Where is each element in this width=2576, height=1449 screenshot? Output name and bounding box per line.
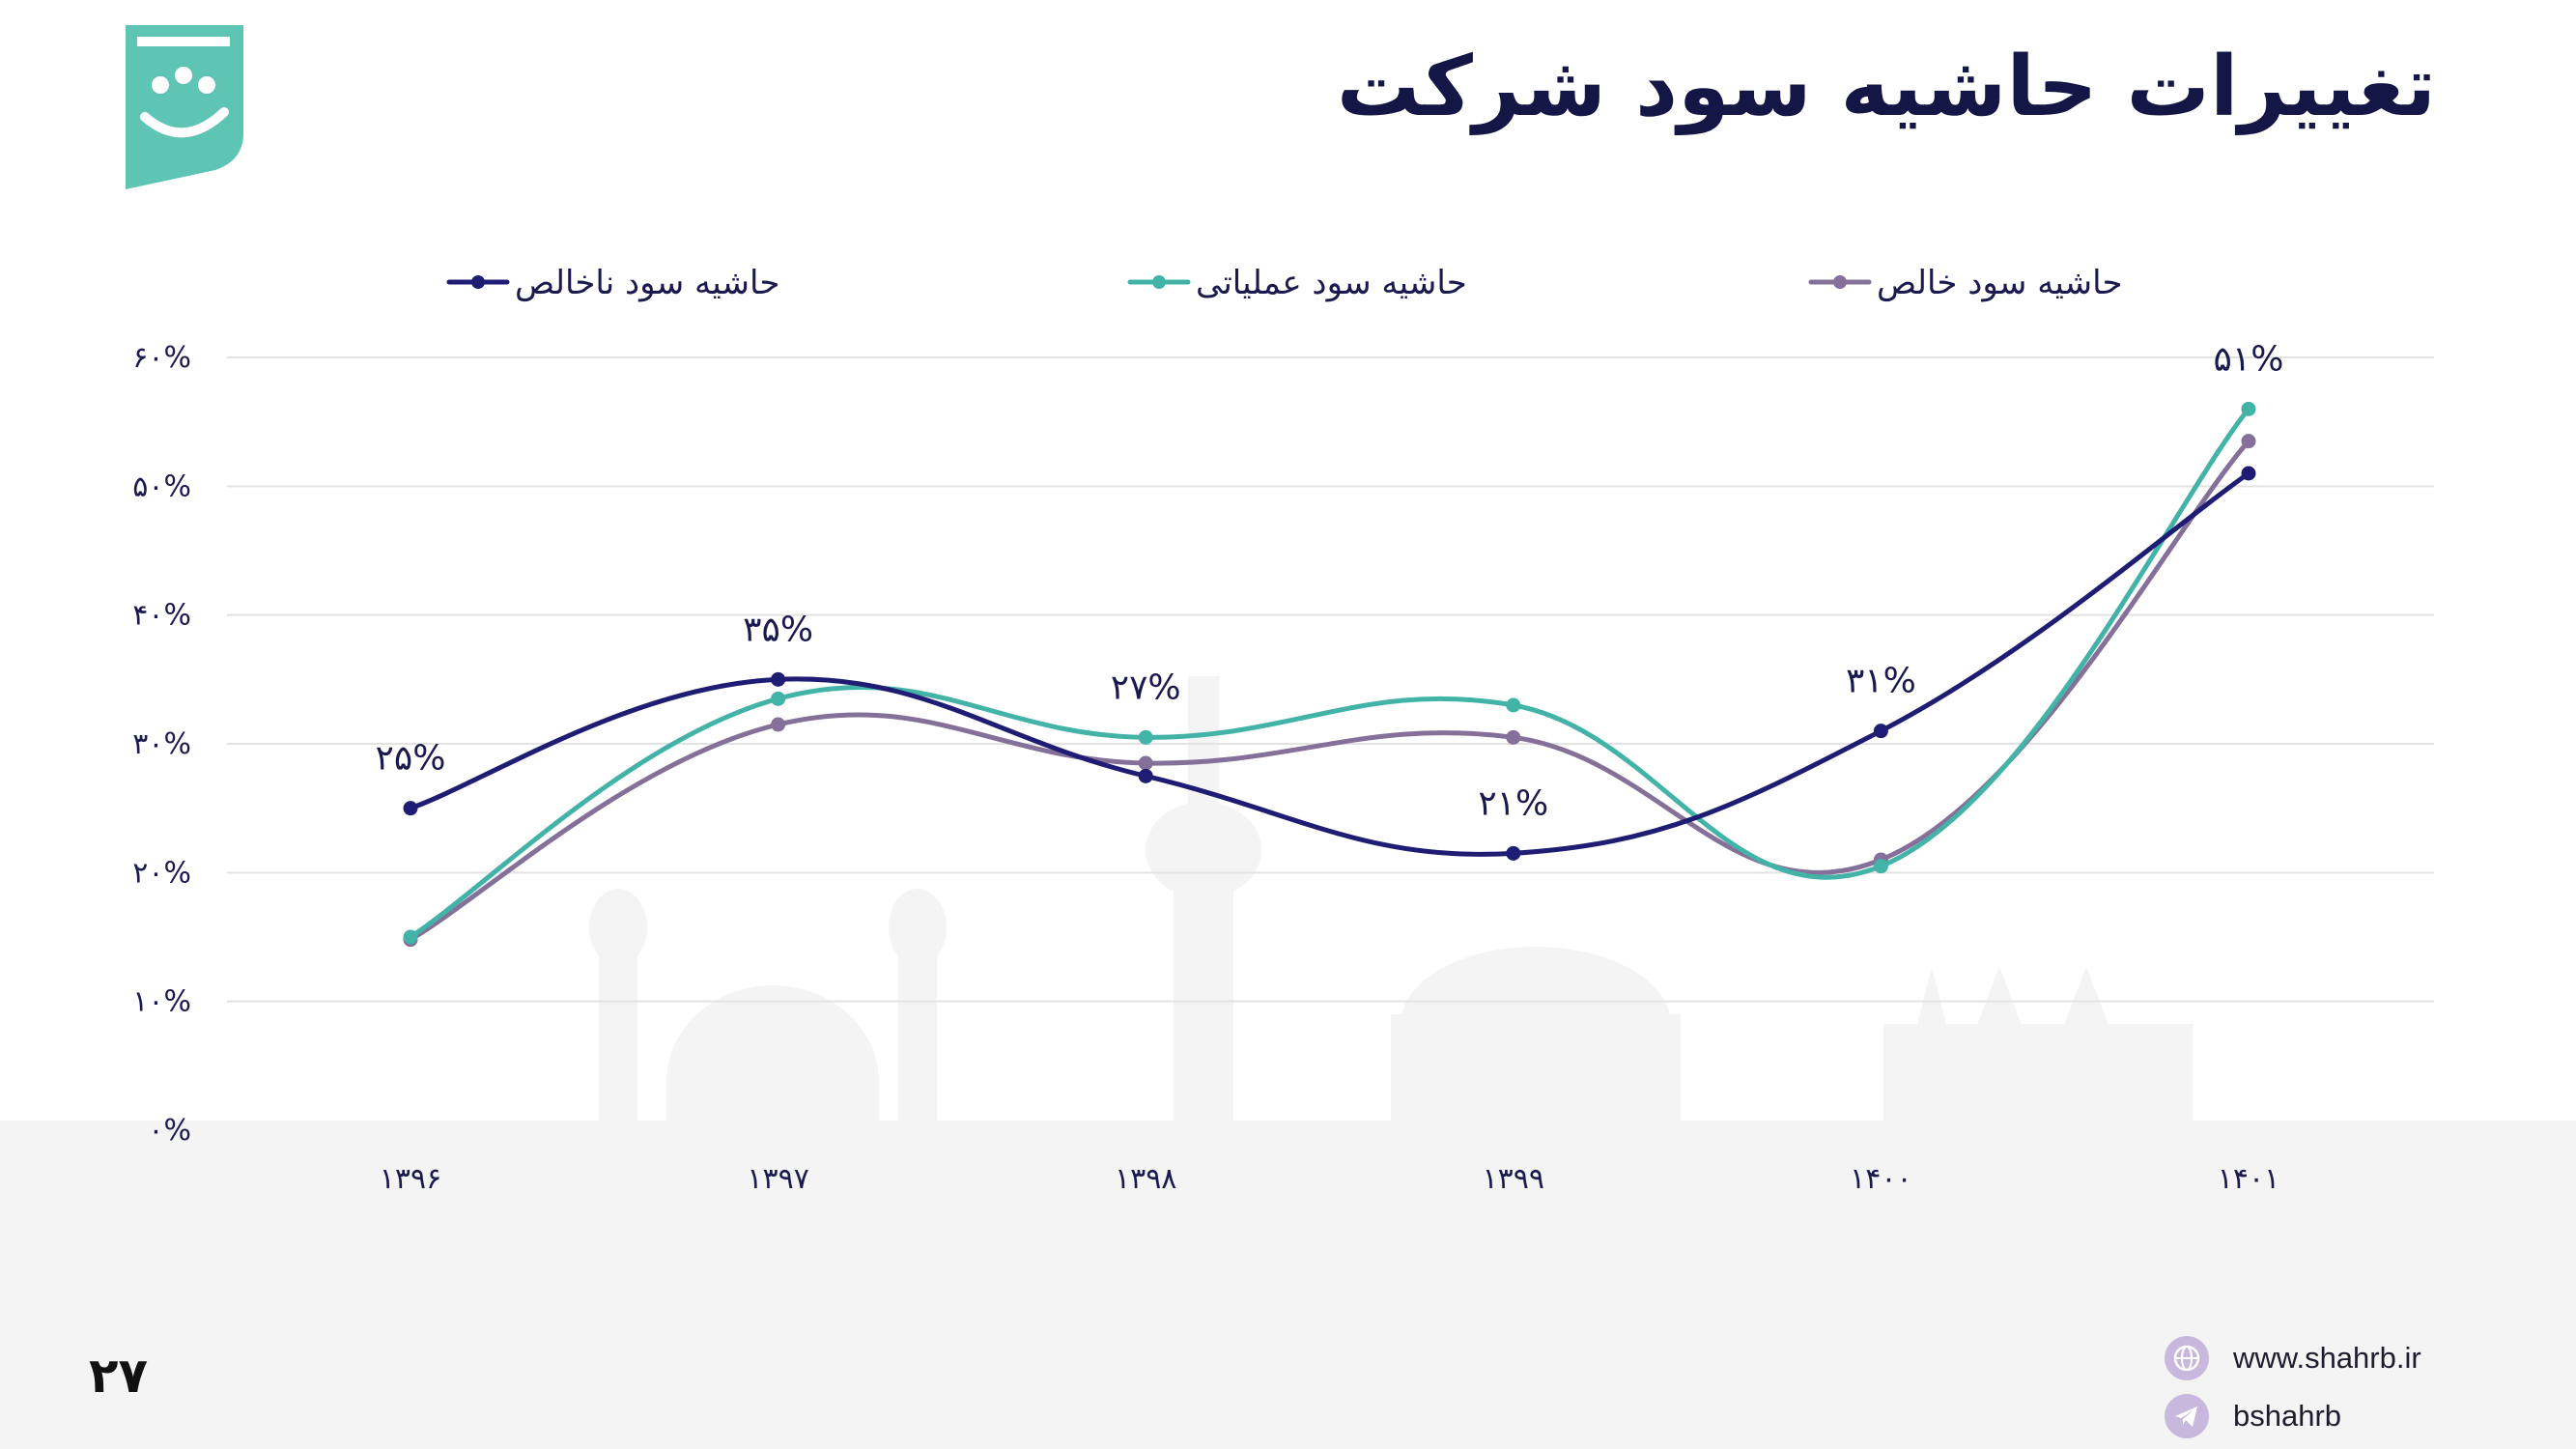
data-label: ۳۱%: [1846, 662, 1916, 701]
data-point-net: [2241, 434, 2256, 449]
data-point-net: [771, 717, 786, 732]
y-tick-label: ۲۰%: [132, 856, 191, 890]
x-tick-label: ۱۳۹۹: [1483, 1162, 1544, 1196]
data-point-operating: [2241, 401, 2256, 416]
data-point-net: [1138, 755, 1153, 771]
y-tick-label: ۴۰%: [132, 599, 191, 633]
y-tick-label: ۶۰%: [132, 341, 191, 375]
data-point-gross: [2241, 466, 2256, 481]
x-tick-label: ۱۳۹۶: [380, 1162, 441, 1196]
x-tick-label: ۱۳۹۷: [747, 1162, 808, 1196]
data-point-gross: [1138, 768, 1153, 783]
y-tick-label: ۱۰%: [132, 985, 191, 1019]
data-point-operating: [1506, 697, 1521, 713]
data-point-net: [1506, 729, 1521, 745]
x-tick-label: ۱۳۹۸: [1115, 1162, 1176, 1196]
data-label: ۲۱%: [1478, 783, 1548, 823]
telegram-icon: [2165, 1394, 2209, 1438]
page-number: ۲۷: [89, 1348, 149, 1404]
page-title: تغییرات حاشیه سود شرکت: [1336, 39, 2436, 135]
series-line-gross: [408, 470, 2251, 857]
legend-label-net: حاشیه سود خالص: [1877, 264, 2123, 302]
y-tick-label: ۵۰%: [132, 469, 191, 503]
data-point-gross: [771, 671, 786, 687]
legend-marker-net: [1833, 275, 1847, 289]
legend-marker-operating: [1152, 275, 1166, 289]
legend-label-operating: حاشیه سود عملیاتی: [1196, 264, 1467, 302]
legend-marker-gross: [471, 275, 485, 289]
y-tick-label: ۳۰%: [132, 727, 191, 761]
data-point-operating: [1138, 729, 1153, 745]
data-label: ۲۷%: [1111, 668, 1181, 707]
telegram-text[interactable]: bshahrb: [2233, 1399, 2342, 1433]
data-label: ۵۱%: [2214, 339, 2284, 379]
data-label: ۳۵%: [743, 610, 813, 649]
website-text[interactable]: www.shahrb.ir: [2233, 1341, 2421, 1375]
data-point-gross: [1506, 845, 1521, 861]
globe-icon: [2165, 1336, 2209, 1380]
x-tick-label: ۱۴۰۰: [1850, 1162, 1911, 1196]
y-tick-label: ۰%: [148, 1114, 191, 1148]
data-point-operating: [403, 929, 418, 945]
data-point-operating: [1873, 859, 1888, 874]
data-label: ۲۵%: [376, 739, 446, 779]
data-point-gross: [403, 801, 418, 816]
series-line-net: [408, 439, 2251, 943]
footer-telegram: bshahrb: [2164, 1391, 2341, 1441]
data-point-gross: [1873, 724, 1888, 739]
legend-label-gross: حاشیه سود ناخالص: [515, 264, 779, 302]
x-tick-label: ۱۴۰۱: [2218, 1162, 2279, 1196]
series-line-operating: [408, 406, 2251, 940]
footer-website: www.shahrb.ir: [2164, 1333, 2421, 1383]
data-point-operating: [771, 691, 786, 706]
brand-logo: [126, 25, 243, 189]
